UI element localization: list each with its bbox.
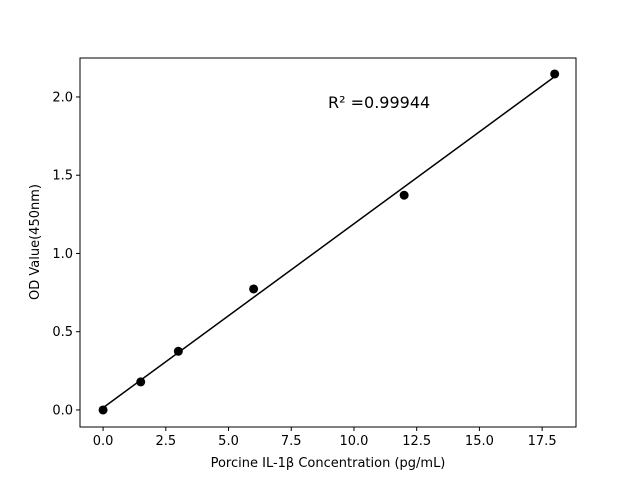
x-tick-label: 0.0 (93, 434, 114, 449)
y-tick-label: 2.0 (52, 90, 73, 105)
data-point (136, 377, 146, 387)
x-tick-label: 5.0 (218, 434, 239, 449)
y-axis-label: OD Value(450nm) (28, 184, 43, 300)
x-tick-label: 10.0 (339, 434, 368, 449)
data-point (249, 284, 259, 294)
r-squared-annotation: R² =0.99944 (328, 93, 430, 112)
x-axis-label: Porcine IL-1β Concentration (pg/mL) (211, 456, 446, 471)
data-point (173, 346, 183, 356)
data-point (98, 405, 108, 415)
x-tick-label: 2.5 (155, 434, 176, 449)
data-point (550, 69, 560, 79)
x-tick-label: 12.5 (402, 434, 431, 449)
data-point (399, 190, 409, 200)
x-tick-label: 15.0 (465, 434, 494, 449)
y-tick-label: 1.0 (52, 247, 73, 262)
x-tick-label: 17.5 (528, 434, 557, 449)
x-tick-label: 7.5 (281, 434, 302, 449)
plot-frame (79, 57, 577, 428)
y-tick-label: 1.5 (52, 169, 73, 184)
y-tick-label: 0.5 (52, 325, 73, 340)
y-tick-label: 0.0 (52, 403, 73, 418)
